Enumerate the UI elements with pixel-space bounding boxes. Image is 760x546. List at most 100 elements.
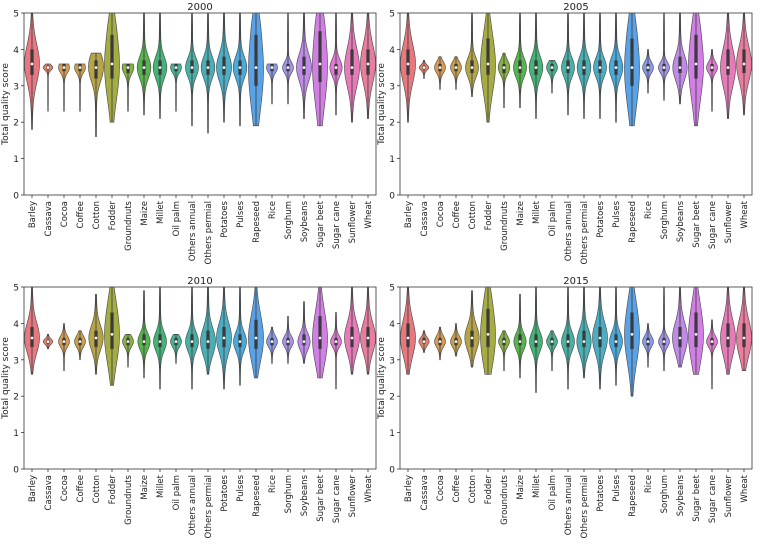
median-point [334,66,338,69]
x-tick-label: Fodder [108,201,118,231]
iqr-box [110,34,114,79]
x-tick-label: Coffee [452,201,462,228]
panel-2015: 2015 Total quality score 0 1 2 3 4 5 Barley Cassa… [377,276,753,538]
median-point [550,66,554,69]
x-tick-label: Rice [644,201,654,219]
x-tick-label: Others annual [564,475,574,535]
y-tick-label: 4 [13,46,19,56]
x-tick-label: Soybeans [676,200,686,242]
median-point [678,336,682,340]
x-tick-label: Cocoa [60,201,70,227]
x-tick-label: Sunflower [348,475,358,518]
x-tick-label: Potatoes [596,474,606,511]
median-point [406,62,410,66]
iqr-box [742,49,746,74]
x-tick-label: Cocoa [436,475,446,501]
median-point [422,340,426,343]
x-tick-label: Maize [516,475,526,500]
x-tick-label: Sorghum [284,201,294,239]
iqr-box [518,334,522,346]
y-tick-label: 4 [389,46,395,56]
median-point [222,336,226,340]
x-tick-label: Coffee [76,475,86,502]
y-tick-label: 5 [389,284,395,294]
x-tick-label: Cotton [468,475,478,503]
median-point [126,340,130,343]
median-point [318,62,322,66]
x-tick-label: Oil palm [548,201,558,236]
panel-title: 2015 [563,276,588,287]
x-tick-label: Cassava [44,475,54,510]
x-tick-label: Pulses [236,200,246,227]
median-point [206,66,210,69]
iqr-box [742,323,746,348]
y-tick-label: 1 [389,429,395,439]
panel-2000: 2000 Total quality score 0 1 2 3 4 5 Barley Cassa… [1,2,377,264]
y-tick-label: 4 [13,320,19,330]
iqr-box [694,34,698,79]
iqr-box [254,34,258,86]
median-point [270,340,274,343]
iqr-box [350,49,354,75]
x-tick-label: Rice [268,475,278,493]
median-point [286,340,290,343]
x-tick-label: Cocoa [60,475,70,501]
median-point [630,333,634,336]
x-tick-label: Rapeseed [252,201,262,243]
y-axis-label: Total quality score [377,63,387,146]
x-tick-label: Potatoes [596,200,606,237]
median-point [550,340,554,343]
median-point [646,66,650,69]
median-point [94,66,98,69]
median-point [126,66,130,69]
x-tick-label: Barley [28,475,38,502]
median-point [270,66,274,69]
y-tick-label: 2 [13,119,19,129]
median-point [318,336,322,340]
median-point [62,340,66,343]
median-point [350,336,354,340]
iqr-box [222,56,226,75]
x-tick-label: Wheat [740,200,750,228]
iqr-box [142,334,146,346]
iqr-box [318,31,322,83]
median-point [678,66,682,69]
x-tick-label: Sugar beet [316,474,326,521]
x-tick-label: Coffee [76,201,86,228]
x-tick-label: Wheat [364,474,374,502]
x-tick-label: Wheat [364,200,374,228]
y-tick-label: 3 [13,356,19,366]
y-tick-label: 0 [13,192,19,202]
x-tick-label: Cassava [44,201,54,236]
x-tick-label: Rapeseed [252,475,262,517]
y-axis-label: Total quality score [1,63,11,146]
x-tick-label: Barley [404,475,414,502]
median-point [518,340,522,343]
median-point [502,66,506,69]
median-point [190,66,194,69]
median-point [454,66,458,69]
x-tick-label: Sugar beet [316,200,326,247]
median-point [582,66,586,69]
y-tick-label: 2 [389,393,395,403]
x-tick-label: Millet [156,474,166,498]
plot-frame [399,286,753,470]
x-tick-label: Sugar beet [692,200,702,247]
iqr-box [486,38,490,75]
x-tick-label: Millet [532,200,542,224]
median-point [598,336,602,340]
y-tick-label: 3 [13,82,19,92]
x-tick-label: Soybeans [300,474,310,516]
iqr-box [110,312,114,349]
median-point [366,336,370,340]
median-point [286,66,290,69]
median-point [710,340,714,343]
median-point [662,66,666,69]
iqr-box [318,316,322,349]
x-tick-label: Groundnuts [124,474,134,524]
median-point [726,336,730,340]
y-axis-label: Total quality score [1,337,11,420]
median-point [438,66,442,69]
median-point [158,66,162,69]
x-tick-label: Cotton [92,201,102,229]
